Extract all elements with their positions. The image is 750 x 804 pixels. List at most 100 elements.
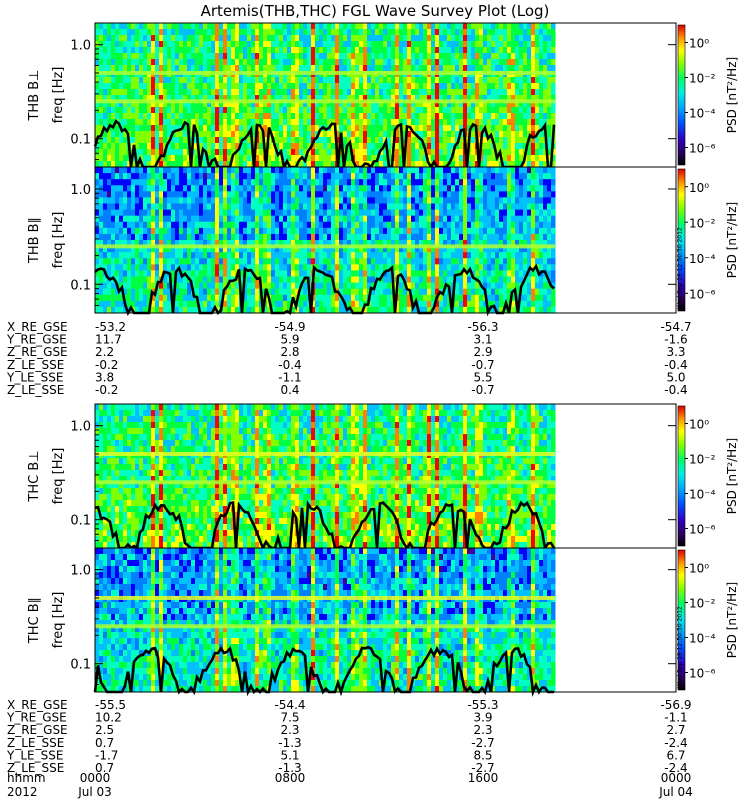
spectrogram-cell bbox=[211, 179, 216, 186]
spectrogram-cell bbox=[315, 191, 320, 198]
spectrogram-cell bbox=[99, 167, 104, 174]
spectrogram-cell bbox=[155, 252, 160, 259]
spectrogram-cell bbox=[455, 258, 460, 265]
spectrogram-cell bbox=[379, 59, 384, 66]
spectrogram-cell bbox=[307, 179, 312, 186]
spectrogram-cell bbox=[231, 216, 236, 223]
spectrogram-cell bbox=[279, 167, 284, 174]
spectrogram-cell bbox=[219, 228, 224, 235]
spectrogram-cell bbox=[203, 125, 208, 132]
spectrogram-cell bbox=[351, 197, 356, 204]
spectrogram-cell bbox=[279, 35, 284, 42]
spectrogram-cell bbox=[135, 301, 140, 308]
spectrogram-cell bbox=[263, 59, 268, 66]
spectrogram-cell bbox=[403, 53, 408, 60]
spectrogram-cell bbox=[451, 167, 456, 174]
spectrogram-cell bbox=[395, 264, 400, 271]
spectrogram-cell bbox=[203, 23, 208, 30]
spectrogram-cell bbox=[363, 131, 368, 138]
spectrogram-cell bbox=[335, 83, 340, 90]
spectrogram-cell bbox=[399, 47, 404, 54]
spectrogram-cell bbox=[143, 191, 148, 198]
spectrogram-cell bbox=[259, 83, 264, 90]
spectrogram-cell bbox=[531, 143, 536, 150]
spectrogram-cell bbox=[195, 270, 200, 277]
spectrogram-cell bbox=[239, 228, 244, 235]
spectrogram-cell bbox=[451, 185, 456, 192]
spectrogram-cell bbox=[315, 295, 320, 302]
spectrogram-cell bbox=[363, 264, 368, 271]
spectrogram-cell bbox=[151, 41, 156, 48]
spectrogram-cell bbox=[231, 252, 236, 259]
spectrogram-cell bbox=[219, 41, 224, 48]
spectrogram-cell bbox=[143, 222, 148, 229]
spectrogram-cell bbox=[343, 216, 348, 223]
spectrogram-cell bbox=[151, 216, 156, 223]
spectrogram-cell bbox=[411, 137, 416, 144]
spectrogram-cell bbox=[183, 204, 188, 211]
spectrogram-cell bbox=[203, 173, 208, 180]
spectrogram-cell bbox=[179, 185, 184, 192]
spectrogram-cell bbox=[251, 191, 256, 198]
spectrogram-cell bbox=[539, 65, 544, 72]
spectrogram-cell bbox=[223, 77, 228, 84]
spectrogram-cell bbox=[199, 107, 204, 114]
spectrogram-cell bbox=[203, 277, 208, 284]
spectrogram-cell bbox=[131, 258, 136, 265]
spectrogram-cell bbox=[507, 23, 512, 30]
spectrogram-cell bbox=[291, 53, 296, 60]
spectrogram-cell bbox=[295, 137, 300, 144]
spectrogram-cell bbox=[471, 77, 476, 84]
spectrogram-cell bbox=[311, 167, 316, 174]
spectrogram-cell bbox=[399, 29, 404, 36]
spectrogram-cell bbox=[303, 185, 308, 192]
spectrogram-cell bbox=[235, 234, 240, 241]
spectrogram-cell bbox=[379, 41, 384, 48]
spectrogram-cell bbox=[231, 295, 236, 302]
spectrogram-cell bbox=[203, 65, 208, 72]
spectrogram-cell bbox=[183, 289, 188, 296]
spectrogram-cell bbox=[123, 113, 128, 120]
spectrogram-cell bbox=[535, 23, 540, 30]
spectrogram-cell bbox=[347, 59, 352, 66]
spectrogram-cell bbox=[455, 283, 460, 290]
spectrogram-cell bbox=[355, 137, 360, 144]
spectrogram-cell bbox=[427, 125, 432, 132]
spectrogram-cell bbox=[343, 35, 348, 42]
spectrogram-cell bbox=[215, 216, 220, 223]
spectrogram-cell bbox=[443, 83, 448, 90]
spectrogram-cell bbox=[439, 191, 444, 198]
spectrogram-cell bbox=[331, 222, 336, 229]
spectrogram-cell bbox=[115, 264, 120, 271]
spectrogram-cell bbox=[135, 204, 140, 211]
spectrogram-cell bbox=[207, 179, 212, 186]
spectrogram-cell bbox=[203, 258, 208, 265]
spectrogram-cell bbox=[463, 89, 468, 96]
spectrogram-cell bbox=[367, 179, 372, 186]
spectrogram-cell bbox=[487, 53, 492, 60]
spectrogram-cell bbox=[283, 204, 288, 211]
spectrogram-cell bbox=[199, 295, 204, 302]
spectrogram-cell bbox=[251, 173, 256, 180]
spectrogram-cell bbox=[275, 301, 280, 308]
spectrogram-cell bbox=[243, 107, 248, 114]
spectrogram-cell bbox=[95, 258, 100, 265]
spectrogram-cell bbox=[231, 258, 236, 265]
spectrogram-cell bbox=[207, 167, 212, 174]
spectrogram-cell bbox=[335, 301, 340, 308]
spectrogram-cell bbox=[279, 41, 284, 48]
spectrogram-cell bbox=[331, 216, 336, 223]
spectrogram-cell bbox=[351, 191, 356, 198]
spectrogram-cell bbox=[407, 77, 412, 84]
spectrogram-cell bbox=[295, 77, 300, 84]
spectrogram-cell bbox=[455, 264, 460, 271]
spectrogram-cell bbox=[251, 295, 256, 302]
spectrogram-cell bbox=[207, 204, 212, 211]
spectrogram-cell bbox=[363, 210, 368, 217]
spectrogram-cell bbox=[387, 179, 392, 186]
spectrogram-cell bbox=[487, 29, 492, 36]
spectrogram-cell bbox=[439, 35, 444, 42]
spectrogram-cell bbox=[339, 89, 344, 96]
spectrogram-cell bbox=[207, 131, 212, 138]
spectrogram-cell bbox=[479, 77, 484, 84]
